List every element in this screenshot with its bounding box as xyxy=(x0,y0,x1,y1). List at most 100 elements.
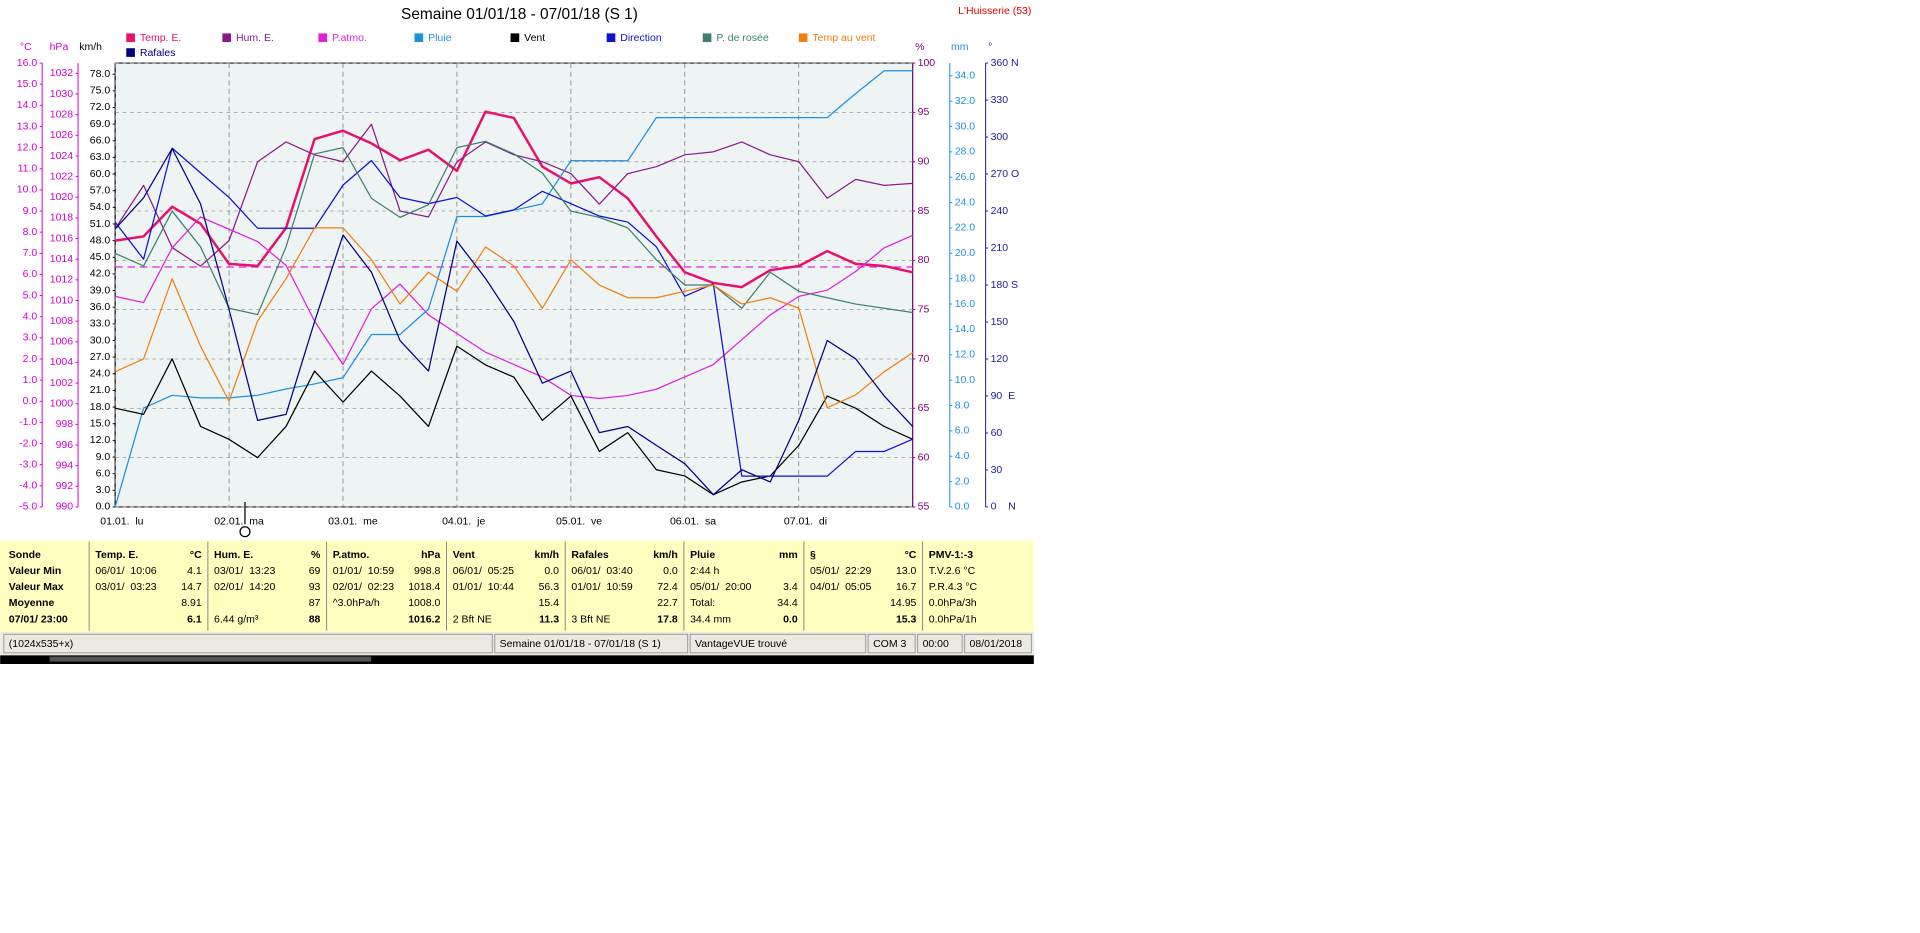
y-tick-label: 16.0 xyxy=(955,298,976,310)
y-tick-label: 1028 xyxy=(50,108,74,120)
cursor-handle[interactable] xyxy=(239,526,251,538)
y-tick-label: 180 S xyxy=(991,279,1018,291)
y-tick-label: 1020 xyxy=(50,191,74,203)
table-cell: Valeur Max xyxy=(9,581,64,593)
axis-unit: ° xyxy=(988,41,992,53)
y-tick-label: 24.0 xyxy=(90,368,111,380)
y-tick-label: 12.0 xyxy=(90,434,111,446)
table-value: 72.4 xyxy=(657,581,678,593)
table-cell: 01/01/ 10:44 xyxy=(453,581,514,593)
y-tick-label: 1008 xyxy=(50,315,74,327)
y-tick-label: 1016 xyxy=(50,232,74,244)
y-tick-label: 48.0 xyxy=(90,234,111,246)
y-tick-label: 90 E xyxy=(991,390,1016,402)
y-tick-label: 75 xyxy=(918,303,930,315)
y-tick-label: 22.0 xyxy=(955,222,976,234)
table-value: 87 xyxy=(309,597,321,609)
y-tick-label: 5.0 xyxy=(23,289,38,301)
y-tick-label: 32.0 xyxy=(955,95,976,107)
series-line xyxy=(114,140,913,316)
table-value: 14.7 xyxy=(181,581,202,593)
legend-swatch xyxy=(606,33,616,43)
y-tick-label: 55 xyxy=(918,501,930,513)
y-tick-label: 150 xyxy=(991,316,1009,328)
y-tick-label: 16.0 xyxy=(17,57,38,69)
table-cell: 6.44 g/m³ xyxy=(214,613,259,625)
y-tick-label: 994 xyxy=(56,459,74,471)
y-tick-label: 1022 xyxy=(50,170,74,182)
table-cell: 0.0hPa/3h xyxy=(929,597,977,609)
legend-label: Temp au vent xyxy=(812,32,875,44)
column-unit: °C xyxy=(905,549,917,561)
legend-label: Hum. E. xyxy=(236,32,274,44)
table-value: 1018.4 xyxy=(408,581,440,593)
table-cell: Valeur Min xyxy=(9,565,62,577)
y-tick-label: -4.0 xyxy=(19,480,37,492)
y-tick-label: 9.0 xyxy=(23,205,38,217)
table-cell: 03/01/ 13:23 xyxy=(214,565,275,577)
table-cell: 0.0hPa/1h xyxy=(929,613,977,625)
series-line xyxy=(114,110,913,289)
y-tick-label: 18.0 xyxy=(90,401,111,413)
y-tick-label: 996 xyxy=(56,439,74,451)
status-cell xyxy=(494,633,689,654)
y-tick-label: 80 xyxy=(918,254,930,266)
y-tick-label: 28.0 xyxy=(955,146,976,158)
status-bar xyxy=(0,631,1034,656)
axis-unit: mm xyxy=(951,41,969,53)
column-title: Vent xyxy=(453,549,476,561)
y-tick-label: 20.0 xyxy=(955,247,976,259)
y-tick-label: 1014 xyxy=(50,253,74,265)
y-tick-label: 992 xyxy=(56,480,74,492)
legend-swatch xyxy=(126,33,135,43)
table-value: 6.1 xyxy=(187,613,202,625)
y-tick-label: 60.0 xyxy=(90,168,111,180)
status-cell xyxy=(964,633,1032,654)
table-cell: 02/01/ 14:20 xyxy=(214,581,275,593)
table-cell: P.R.4.3 °C xyxy=(929,581,978,593)
y-tick-label: 3.0 xyxy=(23,332,38,344)
y-tick-label: 30.0 xyxy=(90,334,111,346)
axis-unit: km/h xyxy=(79,41,102,53)
column-unit: mm xyxy=(779,549,798,561)
table-cell: Moyenne xyxy=(9,597,55,609)
table-cell: 05/01/ 22:29 xyxy=(810,565,871,577)
series-line xyxy=(114,227,914,409)
y-tick-label: 990 xyxy=(56,501,74,513)
table-cell: 01/01/ 10:59 xyxy=(571,581,632,593)
table-cell: 2 Bft NE xyxy=(453,613,492,625)
y-tick-label: 36.0 xyxy=(90,301,111,313)
y-tick-label: 33.0 xyxy=(90,318,111,330)
table-value: 15.4 xyxy=(539,597,560,609)
scroll-thumb[interactable] xyxy=(49,656,372,662)
x-tick-label: 06.01. sa xyxy=(670,516,716,528)
table-cell: 34.4 mm xyxy=(690,613,731,625)
table-value: 93 xyxy=(309,581,321,593)
column-title: Pluie xyxy=(690,549,715,561)
status-cell xyxy=(3,633,493,654)
y-tick-label: 100 xyxy=(918,57,936,69)
y-tick-label: 330 xyxy=(991,94,1009,106)
series-line xyxy=(115,216,913,400)
status-text: VantageVUE trouvé xyxy=(695,638,787,650)
y-tick-label: 0.0 xyxy=(96,501,111,513)
y-tick-label: 300 xyxy=(991,131,1009,143)
y-tick-label: 26.0 xyxy=(955,171,976,183)
y-tick-label: 4.0 xyxy=(23,311,38,323)
y-tick-label: 120 xyxy=(991,353,1009,365)
table-value: 16.7 xyxy=(896,581,917,593)
series-line xyxy=(115,345,913,496)
legend-label: P. de rosée xyxy=(716,32,769,44)
y-tick-label: 210 xyxy=(991,242,1009,254)
legend-label: Direction xyxy=(620,32,662,44)
status-text: Semaine 01/01/18 - 07/01/18 (S 1) xyxy=(500,638,661,650)
chart-title: Semaine 01/01/18 - 07/01/18 (S 1) xyxy=(401,6,638,23)
status-cell xyxy=(917,633,963,654)
status-text: (1024x535+x) xyxy=(9,638,74,650)
table-value: 13.0 xyxy=(896,565,917,577)
y-tick-label: 4.0 xyxy=(955,450,970,462)
y-tick-label: 11.0 xyxy=(18,163,38,175)
plot-area xyxy=(114,62,914,508)
series-line xyxy=(114,147,914,496)
